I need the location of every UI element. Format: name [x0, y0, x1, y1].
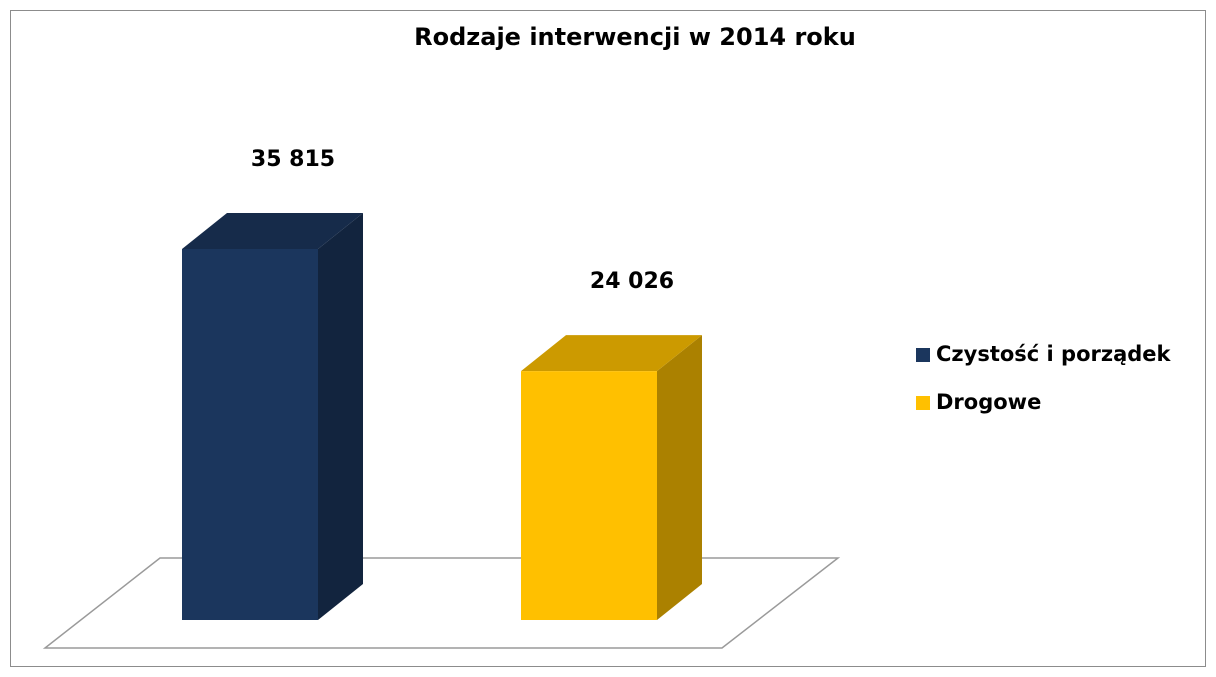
chart-title: Rodzaje interwencji w 2014 roku — [414, 23, 856, 51]
bar-side — [657, 335, 702, 620]
bar-side — [318, 213, 363, 620]
legend-swatch — [916, 348, 930, 362]
floor — [42, 557, 841, 649]
bar-top — [182, 213, 363, 249]
data-label: 35 815 — [251, 147, 335, 172]
data-label: 24 026 — [590, 269, 674, 294]
bar-top — [521, 335, 702, 372]
legend-swatch — [916, 396, 930, 410]
bar — [521, 371, 657, 620]
legend-label: Czystość i porządek — [936, 342, 1172, 366]
legend-label: Drogowe — [936, 390, 1041, 414]
bar — [182, 249, 318, 620]
